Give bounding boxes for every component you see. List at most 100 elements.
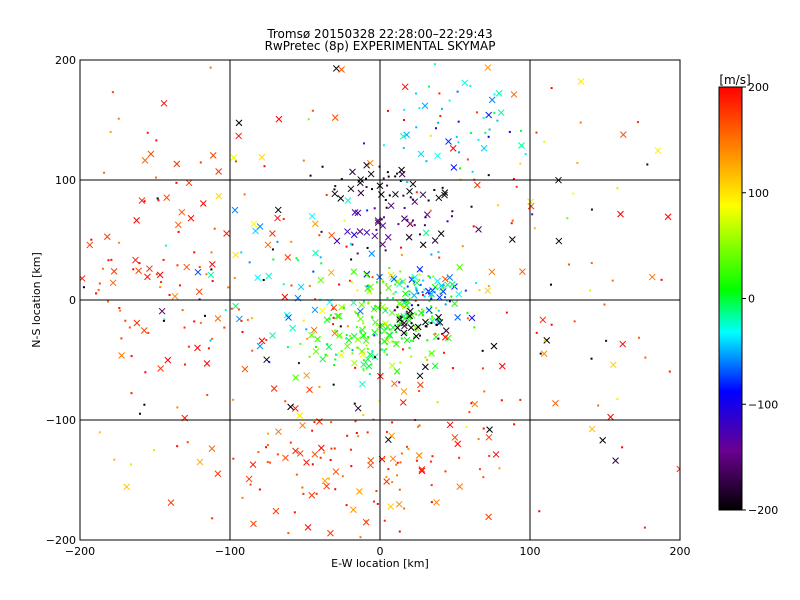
data-point-dot xyxy=(313,421,316,424)
data-point-dot xyxy=(113,458,116,461)
data-point-cross xyxy=(264,241,272,249)
data-point-dot xyxy=(138,412,141,415)
data-point-cross xyxy=(306,386,313,394)
data-point-cross xyxy=(411,273,419,281)
data-point-dot xyxy=(348,279,351,282)
data-point-dot xyxy=(302,319,305,322)
data-point-dot xyxy=(426,358,429,361)
data-point-cross xyxy=(308,212,316,220)
data-point-cross xyxy=(448,281,456,288)
data-point-dot xyxy=(493,111,496,114)
data-point-dot xyxy=(395,331,398,334)
data-point-dot xyxy=(531,213,534,216)
data-point-cross xyxy=(310,326,318,334)
data-point-dot xyxy=(328,477,331,480)
data-point-dot xyxy=(466,158,469,161)
data-point-dot xyxy=(441,186,444,189)
data-point-dot xyxy=(371,316,374,319)
data-point-cross xyxy=(386,331,394,339)
x-tick-label: 0 xyxy=(377,545,384,558)
data-point-dot xyxy=(403,206,406,209)
data-point-cross xyxy=(356,228,364,235)
data-point-dot xyxy=(241,331,244,334)
data-point-dot xyxy=(187,345,190,348)
data-point-dot xyxy=(391,340,394,343)
data-point-dot xyxy=(82,286,85,289)
data-point-dot xyxy=(262,278,265,281)
data-point-dot xyxy=(418,278,421,281)
data-point-dot xyxy=(147,331,150,334)
data-point-cross xyxy=(415,452,423,459)
data-point-dot xyxy=(320,262,323,265)
data-point-dot xyxy=(385,283,388,286)
data-point-dot xyxy=(465,425,468,428)
data-point-cross xyxy=(422,318,429,326)
data-point-dot xyxy=(451,367,454,370)
data-point-dot xyxy=(386,171,389,174)
data-point-cross xyxy=(382,320,389,327)
data-point-cross xyxy=(285,314,292,321)
data-point-cross xyxy=(304,524,312,531)
data-point-cross xyxy=(327,269,335,276)
data-point-cross xyxy=(412,324,420,331)
data-point-cross xyxy=(360,332,367,340)
data-point-dot xyxy=(324,353,327,356)
data-point-cross xyxy=(146,265,153,273)
data-point-dot xyxy=(444,470,447,473)
data-point-dot xyxy=(436,401,439,404)
data-point-cross xyxy=(350,506,357,514)
data-point-dot xyxy=(572,192,575,195)
data-point-dot xyxy=(308,284,311,287)
data-point-cross xyxy=(619,131,627,138)
data-point-dot xyxy=(266,443,269,446)
data-point-dot xyxy=(365,177,368,180)
data-point-dot xyxy=(276,240,279,243)
data-point-cross xyxy=(441,189,449,196)
data-point-dot xyxy=(290,284,293,287)
x-tick-label: 200 xyxy=(670,545,691,558)
data-point-dot xyxy=(249,483,252,486)
data-point-dot xyxy=(144,371,147,374)
data-point-dot xyxy=(414,286,417,289)
data-point-dot xyxy=(345,334,348,337)
data-point-dot xyxy=(237,308,240,311)
data-point-dot xyxy=(330,421,333,424)
data-point-dot xyxy=(427,85,430,88)
data-point-dot xyxy=(597,404,600,407)
data-point-cross xyxy=(401,83,409,91)
data-point-dot xyxy=(616,187,619,190)
data-point-dot xyxy=(430,305,433,308)
data-point-cross xyxy=(109,279,117,287)
data-point-cross xyxy=(308,491,316,499)
data-point-cross xyxy=(552,399,559,407)
data-point-cross xyxy=(619,340,627,348)
data-point-cross xyxy=(497,109,505,116)
data-point-dot xyxy=(457,120,460,123)
data-point-dot xyxy=(425,160,428,163)
data-point-cross xyxy=(498,362,506,370)
data-point-cross xyxy=(454,440,462,448)
data-point-cross xyxy=(439,288,447,295)
data-point-dot xyxy=(258,488,261,491)
data-point-dot xyxy=(350,465,353,468)
data-point-dot xyxy=(415,126,418,129)
data-point-dot xyxy=(130,355,133,358)
data-point-cross xyxy=(194,344,201,352)
data-point-dot xyxy=(515,185,518,188)
data-point-dot xyxy=(286,346,289,349)
data-point-cross xyxy=(311,306,319,314)
data-point-cross xyxy=(362,337,370,344)
data-point-dot xyxy=(424,325,427,328)
colorbar-tick-label: 0 xyxy=(748,293,755,306)
data-point-dot xyxy=(387,175,390,178)
data-point-dot xyxy=(427,199,430,202)
data-point-cross xyxy=(354,404,362,412)
data-point-dot xyxy=(420,308,423,311)
data-point-dot xyxy=(98,431,101,434)
data-point-cross xyxy=(160,99,168,107)
data-point-cross xyxy=(311,450,319,458)
data-point-cross xyxy=(446,274,454,281)
data-point-dot xyxy=(289,441,292,444)
data-point-dot xyxy=(263,165,266,168)
data-point-dot xyxy=(183,326,186,329)
